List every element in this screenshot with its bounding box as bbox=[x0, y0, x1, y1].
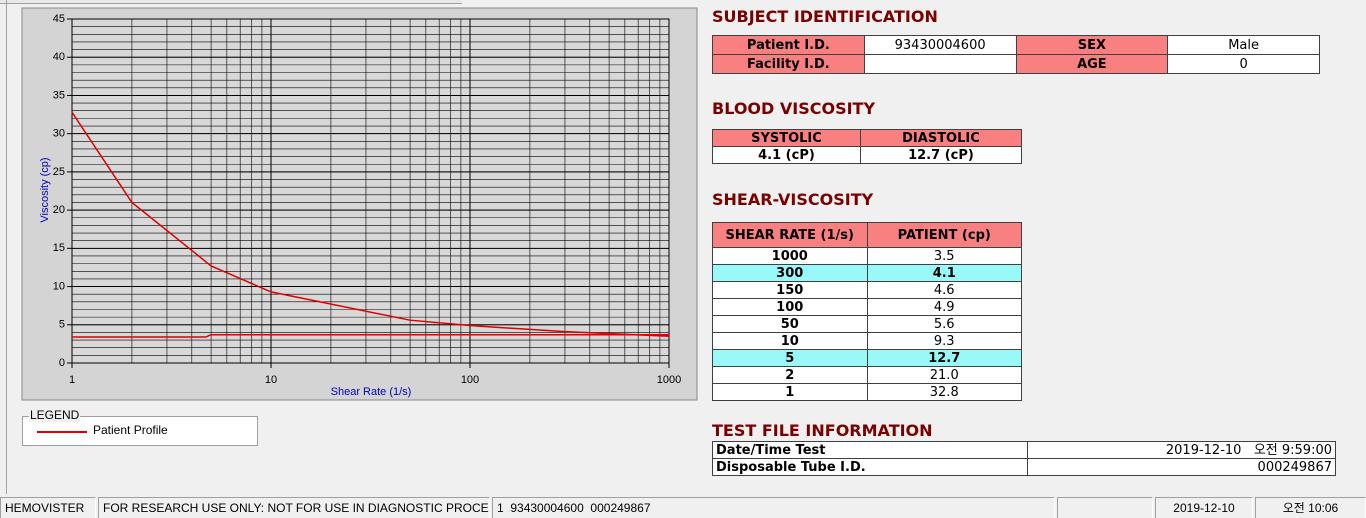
y-tick-label: 25 bbox=[53, 166, 65, 178]
status-cell: 오전 10:06 bbox=[1255, 497, 1366, 518]
header-cell: SYSTOLIC bbox=[712, 129, 861, 147]
data-line bbox=[72, 333, 669, 338]
legend-title: LEGEND bbox=[29, 408, 81, 422]
x-tick-label: 1 bbox=[69, 374, 75, 386]
value-cell: 4.9 bbox=[866, 298, 1022, 316]
row: Disposable Tube I.D. 000249867 bbox=[712, 458, 1336, 476]
label-cell: Patient I.D. bbox=[712, 35, 865, 55]
x-tick-label: 1000 bbox=[657, 374, 681, 386]
section-title: BLOOD VISCOSITY bbox=[712, 99, 876, 118]
y-tick-label: 45 bbox=[53, 13, 65, 25]
value-cell: 9.3 bbox=[866, 332, 1022, 350]
plot-area bbox=[71, 18, 670, 364]
value-cell: 21.0 bbox=[866, 366, 1022, 384]
value-cell bbox=[863, 54, 1017, 74]
row: 150 4.6 bbox=[712, 281, 1022, 299]
label-cell: AGE bbox=[1015, 54, 1169, 74]
value-cell: Male bbox=[1167, 35, 1320, 55]
rate-cell: 1000 bbox=[712, 247, 868, 265]
value-cell: 3.5 bbox=[866, 247, 1022, 265]
y-tick-label: 20 bbox=[53, 204, 65, 216]
rate-cell: 50 bbox=[712, 315, 868, 333]
x-tick-label: 10 bbox=[265, 374, 277, 386]
y-axis-label: Viscosity (cp) bbox=[39, 157, 51, 222]
status-cell: FOR RESEARCH USE ONLY: NOT FOR USE IN DI… bbox=[98, 497, 490, 518]
label-cell: Facility I.D. bbox=[712, 54, 865, 74]
value-cell: 12.7 bbox=[866, 349, 1022, 367]
status-cell: HEMOVISTER bbox=[0, 497, 96, 518]
y-tick-label: 15 bbox=[53, 242, 65, 254]
header-cell: DIASTOLIC bbox=[859, 129, 1023, 147]
y-tick-label: 5 bbox=[59, 319, 65, 331]
value-cell: 4.6 bbox=[866, 281, 1022, 299]
y-tick-label: 35 bbox=[53, 89, 65, 101]
status-cell: 2019-12-10 bbox=[1155, 497, 1253, 518]
legend-label: Patient Profile bbox=[93, 423, 168, 437]
row: 50 5.6 bbox=[712, 315, 1022, 333]
row: 300 4.1 bbox=[712, 264, 1022, 282]
status-cell: 1 93430004600 000249867 bbox=[492, 497, 1055, 518]
section-title: SUBJECT IDENTIFICATION bbox=[712, 7, 938, 26]
rate-cell: 2 bbox=[712, 366, 868, 384]
y-tick-label: 40 bbox=[53, 51, 65, 63]
header-cell: PATIENT (cp) bbox=[866, 222, 1022, 248]
value-cell: 0 bbox=[1167, 54, 1320, 74]
y-tick-label: 10 bbox=[53, 280, 65, 292]
label-cell: Date/Time Test bbox=[712, 441, 1028, 459]
rate-cell: 10 bbox=[712, 332, 868, 350]
value-cell: 000249867 bbox=[1027, 458, 1336, 476]
label-cell: SEX bbox=[1015, 35, 1169, 55]
rate-cell: 5 bbox=[712, 349, 868, 367]
chart: Shear Rate (1/s) Viscosity (cp) 0 5 10 15 20… bbox=[21, 7, 698, 401]
rate-cell: 1 bbox=[712, 383, 868, 401]
row: 1 32.8 bbox=[712, 383, 1022, 401]
shear-table: SHEAR RATE (1/s) PATIENT (cp) 1000 3.5 300 4… bbox=[712, 222, 1022, 401]
row: Date/Time Test 2019-12-10 오전 9:59:00 bbox=[712, 441, 1336, 459]
legend-swatch bbox=[37, 431, 87, 433]
data-line bbox=[71, 111, 670, 337]
row: 1000 3.5 bbox=[712, 247, 1022, 265]
test-file-table: Date/Time Test 2019-12-10 오전 9:59:00 Dispo… bbox=[712, 441, 1336, 476]
legend: LEGEND Patient Profile bbox=[22, 408, 258, 446]
row: 2 21.0 bbox=[712, 366, 1022, 384]
rate-cell: 300 bbox=[712, 264, 868, 282]
x-tick-label: 100 bbox=[461, 374, 479, 386]
value-cell: 12.7 (cP) bbox=[859, 146, 1023, 164]
y-tick-label: 30 bbox=[53, 128, 65, 140]
section-title: TEST FILE INFORMATION bbox=[712, 421, 933, 440]
x-axis-label: Shear Rate (1/s) bbox=[331, 386, 412, 398]
value-cell: 32.8 bbox=[866, 383, 1022, 401]
value-cell: 5.6 bbox=[866, 315, 1022, 333]
value-cell: 93430004600 bbox=[863, 35, 1017, 55]
blood-table: SYSTOLIC DIASTOLIC 4.1 (cP) 12.7 (cP) bbox=[712, 129, 1023, 164]
y-tick-label: 0 bbox=[59, 357, 65, 369]
row: 5 12.7 bbox=[712, 349, 1022, 367]
row: Patient I.D. 93430004600 SEX Male bbox=[712, 35, 1320, 55]
section-title: SHEAR-VISCOSITY bbox=[712, 190, 874, 209]
left-border bbox=[6, 0, 7, 494]
value-cell: 4.1 bbox=[866, 264, 1022, 282]
row: Facility I.D. AGE 0 bbox=[712, 54, 1320, 74]
row: 10 9.3 bbox=[712, 332, 1022, 350]
label-cell: Disposable Tube I.D. bbox=[712, 458, 1028, 476]
value-cell: 2019-12-10 오전 9:59:00 bbox=[1027, 441, 1336, 459]
header-cell: SHEAR RATE (1/s) bbox=[712, 222, 868, 248]
subject-table: Patient I.D. 93430004600 SEX Male Facility I… bbox=[712, 35, 1320, 74]
rate-cell: 150 bbox=[712, 281, 868, 299]
top-strip bbox=[0, 0, 462, 4]
status-cell bbox=[1057, 497, 1153, 518]
row: 100 4.9 bbox=[712, 298, 1022, 316]
value-cell: 4.1 (cP) bbox=[712, 146, 861, 164]
rate-cell: 100 bbox=[712, 298, 868, 316]
